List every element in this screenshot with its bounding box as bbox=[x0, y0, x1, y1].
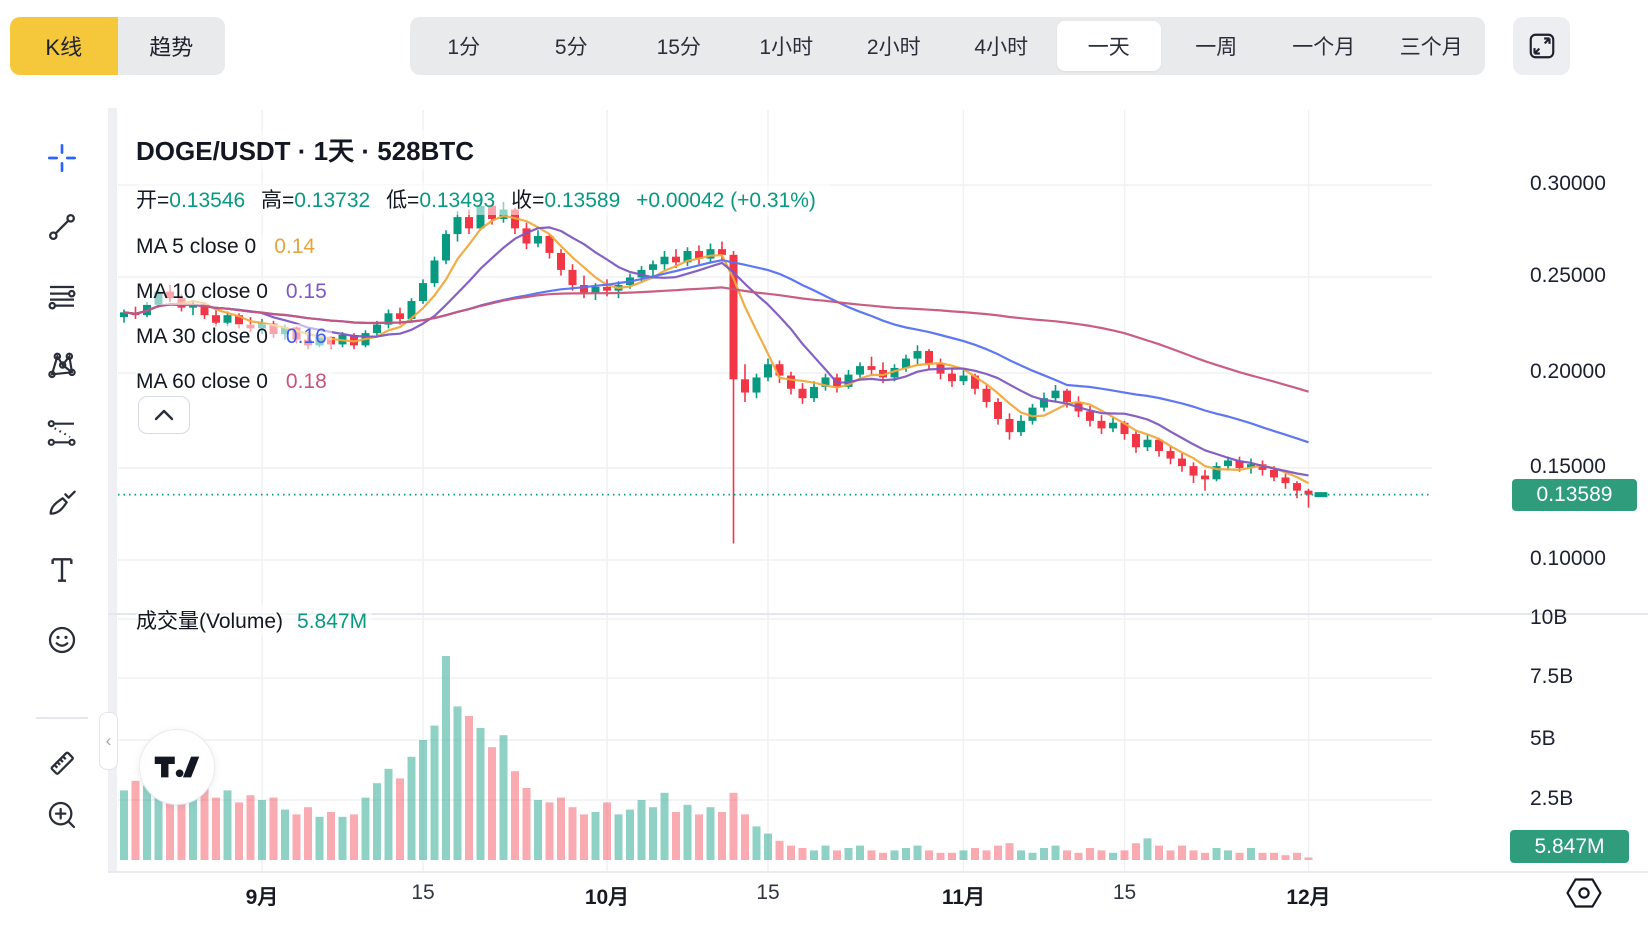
last-price-badge: 0.13589 bbox=[1512, 479, 1637, 511]
low-value: 0.13493 bbox=[419, 189, 496, 212]
time-tick-label: 15 bbox=[411, 881, 435, 904]
volume-label: 成交量(Volume) bbox=[136, 610, 284, 633]
interval-15分[interactable]: 15分 bbox=[656, 36, 701, 59]
volume-value: 5.847M bbox=[297, 610, 368, 633]
ma-label: MA 10 close 0 bbox=[136, 280, 268, 303]
emoji-tool-button[interactable] bbox=[34, 612, 90, 668]
xabcd-pattern-tool-button[interactable] bbox=[34, 337, 90, 393]
interval-1分[interactable]: 1分 bbox=[447, 36, 481, 59]
chart-type-switcher: K线 趋势 bbox=[10, 17, 225, 75]
ma-value: 0.18 bbox=[285, 370, 327, 393]
zoom-in-tool-button[interactable] bbox=[34, 787, 90, 843]
volume-tick-label: 5B bbox=[1530, 727, 1556, 750]
volume-legend: 成交量(Volume) 5.847M bbox=[136, 604, 373, 636]
ma-label: MA 60 close 0 bbox=[136, 370, 268, 393]
ruler-icon bbox=[50, 751, 74, 775]
horizontal-lines-icon bbox=[48, 285, 76, 310]
ma-label: MA 30 close 0 bbox=[136, 325, 268, 348]
interval-1小时[interactable]: 1小时 bbox=[759, 36, 814, 59]
tradingview-logo bbox=[139, 729, 215, 805]
interval-4小时[interactable]: 4小时 bbox=[974, 36, 1029, 59]
price-tick-label: 0.15000 bbox=[1530, 455, 1606, 478]
crosshair-tool-button[interactable] bbox=[34, 130, 90, 186]
text-tool-button[interactable] bbox=[34, 542, 90, 598]
crosshair-icon bbox=[48, 144, 76, 172]
last-volume-badge: 5.847M bbox=[1510, 830, 1629, 863]
brush-icon bbox=[49, 490, 76, 515]
time-tick-label: 10月 bbox=[584, 886, 630, 909]
legend-collapse-button[interactable] bbox=[138, 396, 190, 434]
interval-一天[interactable]: 一天 bbox=[1057, 21, 1161, 71]
ma-legend-rows: MA 5 close 0 0.14 MA 10 close 0 0.15 MA 30 c… bbox=[136, 234, 831, 395]
ma-label: MA 5 close 0 bbox=[136, 235, 257, 258]
high-value: 0.13732 bbox=[294, 189, 371, 212]
forecast-tool-button[interactable] bbox=[34, 405, 90, 461]
forecast-icon bbox=[47, 420, 76, 446]
ma-row-1: MA 5 close 0 0.14 bbox=[136, 234, 321, 260]
toolbar-collapse-handle[interactable]: ‹ bbox=[99, 712, 118, 770]
time-tick-label: 15 bbox=[1112, 881, 1137, 904]
ma-value: 0.14 bbox=[274, 235, 316, 258]
text-icon bbox=[51, 558, 73, 582]
interval-selector: 1分 5分 15分 1小时 2小时 4小时 一天 一周 一个月 三个月 bbox=[410, 17, 1485, 75]
settings-gear-icon bbox=[1566, 878, 1602, 908]
trend-line-icon bbox=[48, 213, 76, 241]
time-tick-label: 11月 bbox=[941, 886, 986, 909]
ohlc-row: 开=0.13546 高=0.13732 低=0.13493 收=0.13589 … bbox=[136, 183, 831, 215]
interval-2小时[interactable]: 2小时 bbox=[866, 36, 921, 59]
chart-type-tab-K线[interactable]: K线 bbox=[10, 17, 118, 75]
zoom-in-icon bbox=[48, 801, 76, 829]
trend-line-tool-button[interactable] bbox=[34, 199, 90, 255]
interval-三个月[interactable]: 三个月 bbox=[1399, 36, 1463, 59]
price-tick-label: 0.30000 bbox=[1530, 172, 1606, 195]
ruler-tool-button[interactable] bbox=[34, 735, 90, 791]
chart-legend: DOGE/USDT · 1天 · 528BTC 开=0.13546 高=0.13… bbox=[136, 130, 831, 395]
close-value: 0.13589 bbox=[544, 189, 621, 212]
price-tick-label: 0.10000 bbox=[1530, 547, 1606, 570]
time-tick-label: 12月 bbox=[1286, 886, 1331, 909]
tradingview-logo-icon bbox=[154, 756, 200, 778]
price-tick-label: 0.20000 bbox=[1530, 360, 1606, 383]
fullscreen-button[interactable] bbox=[1513, 17, 1570, 75]
brush-tool-button[interactable] bbox=[34, 475, 90, 531]
emoji-icon bbox=[48, 626, 76, 654]
volume-tick-label: 2.5B bbox=[1530, 787, 1574, 810]
interval-一周[interactable]: 一周 bbox=[1195, 36, 1238, 59]
chart-type-tab-趋势[interactable]: 趋势 bbox=[117, 17, 225, 75]
fullscreen-icon bbox=[1529, 33, 1554, 59]
interval-5分[interactable]: 5分 bbox=[554, 36, 588, 59]
ma-row-2: MA 10 close 0 0.15 bbox=[136, 279, 332, 305]
interval-一个月[interactable]: 一个月 bbox=[1292, 36, 1356, 59]
low-label: 低= bbox=[386, 189, 420, 212]
price-tick-label: 0.25000 bbox=[1530, 264, 1606, 287]
toolbar-divider bbox=[36, 717, 88, 719]
xabcd-pattern-icon bbox=[48, 352, 76, 379]
volume-tick-label: 7.5B bbox=[1530, 665, 1574, 688]
pane-scrollbar bbox=[108, 108, 117, 872]
ma-row-3: MA 30 close 0 0.16 bbox=[136, 324, 332, 350]
change-value: +0.00042 (+0.31%) bbox=[636, 189, 816, 212]
chevron-up-icon bbox=[154, 409, 174, 421]
horizontal-lines-tool-button[interactable] bbox=[34, 269, 90, 325]
settings-gear-button[interactable] bbox=[1564, 876, 1604, 910]
time-tick-label: 9月 bbox=[245, 886, 279, 909]
ma-value: 0.16 bbox=[285, 325, 327, 348]
open-label: 开= bbox=[136, 189, 170, 212]
ma-value: 0.15 bbox=[285, 280, 327, 303]
high-label: 高= bbox=[261, 189, 295, 212]
close-label: 收= bbox=[511, 189, 545, 212]
symbol-title: DOGE/USDT · 1天 · 528BTC bbox=[136, 130, 480, 169]
open-value: 0.13546 bbox=[169, 189, 246, 212]
ma-row-4: MA 60 close 0 0.18 bbox=[136, 369, 332, 395]
time-tick-label: 15 bbox=[756, 881, 780, 904]
volume-tick-label: 10B bbox=[1530, 606, 1568, 629]
